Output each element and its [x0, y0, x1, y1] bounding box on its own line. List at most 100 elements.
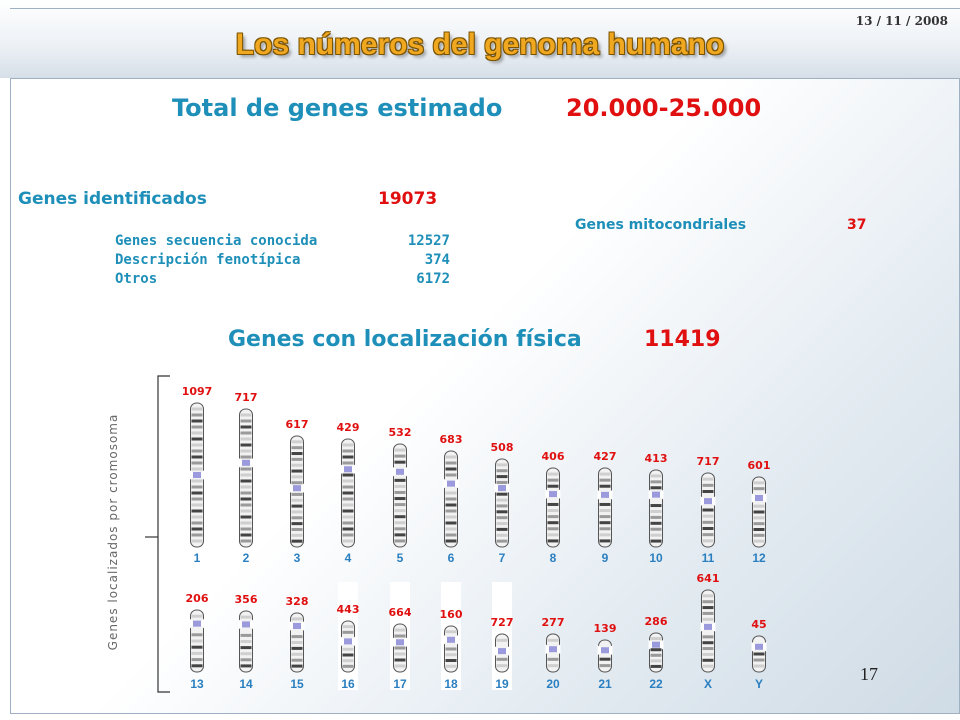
- identified-row-value: 6172: [416, 271, 450, 287]
- chromosome-band: [342, 521, 354, 525]
- identified-row-label: Descripción fenotípica: [115, 252, 301, 268]
- chromosome-number-label: 19: [495, 677, 509, 691]
- chromosome-band: [547, 664, 559, 668]
- gene-count-label: 356: [235, 593, 258, 606]
- chromosome-band: [291, 463, 303, 467]
- chromosome-band: [342, 653, 354, 657]
- chromosome-band: [342, 630, 354, 634]
- chromosome-band: [650, 648, 662, 652]
- chromosome-13: 206 13: [186, 592, 209, 691]
- chromosome-11: 717 11: [697, 455, 720, 565]
- chromosome-number-label: 12: [752, 551, 766, 565]
- chromosome-band: [394, 497, 406, 501]
- chromosome-band: [445, 503, 457, 507]
- gene-count-label: 45: [751, 618, 766, 631]
- chromosome-band: [191, 633, 203, 637]
- chromosome-band: [191, 515, 203, 519]
- chromosome-22: 286 22: [645, 615, 668, 691]
- chromosome-number-label: 6: [448, 551, 455, 565]
- total-genes-label: Total de genes estimado: [172, 94, 503, 122]
- chromosome-band: [191, 509, 203, 513]
- chromosome-band: [445, 509, 457, 513]
- chromosome-band: [291, 446, 303, 450]
- chromosome-number-label: 1: [194, 551, 201, 565]
- chromosome-band: [547, 638, 559, 642]
- chromosome-band: [702, 606, 714, 610]
- centromere: [601, 491, 609, 498]
- chromosome-band: [394, 527, 406, 531]
- chromosome-band: [394, 634, 406, 638]
- chromosome-band: [191, 521, 203, 525]
- chromosome-band: [291, 533, 303, 537]
- chromosome-band: [753, 652, 765, 656]
- centromere: [193, 620, 201, 627]
- chromosome-band: [496, 492, 508, 496]
- chromosome-number-label: 9: [602, 551, 609, 565]
- chromosome-18: 160 18: [440, 582, 463, 691]
- header-rule: [10, 8, 960, 9]
- chromosome-band: [240, 419, 252, 423]
- centromere: [242, 621, 250, 628]
- chromosome-band: [240, 491, 252, 495]
- chromosome-band: [240, 509, 252, 513]
- chromosome-band: [394, 460, 406, 464]
- chromosome-band: [240, 503, 252, 507]
- chromosome-band: [496, 522, 508, 526]
- chromosome-band: [445, 539, 457, 543]
- chromosome-number-label: 7: [499, 551, 506, 565]
- chromosome-band: [342, 659, 354, 663]
- chromosome-band: [191, 467, 203, 471]
- gene-count-label: 717: [697, 455, 720, 468]
- chromosome-number-label: 20: [546, 677, 560, 691]
- chromosome-band: [599, 527, 611, 531]
- chromosome-band: [394, 533, 406, 537]
- chromosome-band: [753, 504, 765, 508]
- chromosome-1: 1097 1: [182, 385, 213, 565]
- centromere: [396, 468, 404, 475]
- slide-date: 13 / 11 / 2008: [855, 14, 948, 28]
- chromosome-band: [599, 657, 611, 661]
- chromosome-band: [394, 448, 406, 452]
- chromosome-band: [702, 647, 714, 651]
- chromosome-number-label: 8: [550, 551, 557, 565]
- chromosome-band: [291, 504, 303, 508]
- chromosome-number-label: 11: [702, 551, 715, 565]
- chromosome-band: [496, 504, 508, 508]
- chromosome-band: [191, 437, 203, 441]
- chromosome-band: [547, 509, 559, 513]
- chromosome-band: [342, 479, 354, 483]
- chromosome-band: [240, 633, 252, 637]
- chromosome-band: [191, 664, 203, 668]
- chromosome-band: [445, 647, 457, 651]
- chromosome-band: [753, 658, 765, 662]
- chromosome-band: [394, 646, 406, 650]
- chromosome-12: 601 12: [748, 459, 771, 565]
- chromosome-band: [547, 527, 559, 531]
- chromosome-band: [191, 497, 203, 501]
- chromosome-band: [753, 487, 765, 491]
- chromosome-band: [753, 533, 765, 537]
- chromosome-band: [496, 527, 508, 531]
- chromosome-band: [342, 461, 354, 465]
- centromere: [293, 622, 301, 629]
- chromosome-band: [342, 473, 354, 477]
- chromosome-band: [191, 651, 203, 655]
- chromosome-band: [599, 478, 611, 482]
- chromosome-body: [598, 639, 612, 673]
- gene-count-label: 641: [697, 572, 720, 585]
- chromosome-band: [191, 479, 203, 483]
- chromosome-band: [702, 508, 714, 512]
- chromosome-number-label: 13: [190, 677, 204, 691]
- chromosome-number-label: 5: [397, 551, 404, 565]
- chromosome-band: [291, 510, 303, 514]
- chromosome-10: 413 10: [645, 452, 668, 565]
- chromosome-band: [240, 479, 252, 483]
- chromosome-band: [191, 645, 203, 649]
- chromosome-band: [291, 469, 303, 473]
- chromosome-body: [393, 443, 407, 548]
- chromosome-band: [191, 533, 203, 537]
- chromosome-band: [650, 533, 662, 537]
- chromosome-band: [240, 533, 252, 537]
- chromosome-band: [599, 664, 611, 668]
- chromosome-band: [650, 539, 662, 543]
